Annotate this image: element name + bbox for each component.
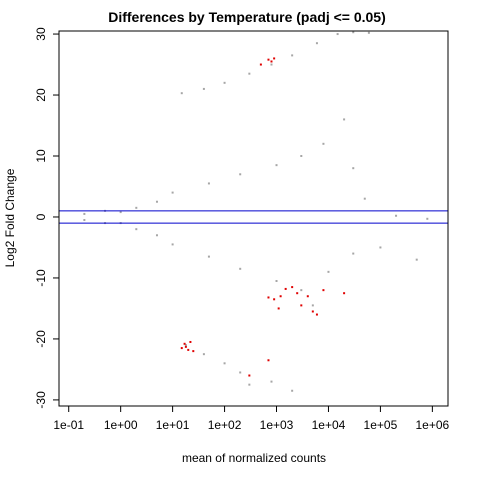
point-gray [202,353,205,356]
chart-title: Differences by Temperature (padj <= 0.05… [108,9,386,25]
plot-frame [58,30,449,407]
point-gray [300,289,303,292]
point-red [248,374,251,377]
x-tick-label: 1e+03 [260,418,294,432]
threshold-lines [59,210,448,224]
y-axis-label: Log2 Fold Change [3,168,17,267]
point-gray [363,197,366,200]
point-gray [395,214,398,217]
point-gray [426,217,429,220]
point-red [183,342,186,345]
point-gray [83,219,86,222]
point-red [267,58,270,61]
point-red [300,304,303,307]
point-gray [367,31,370,34]
point-gray [291,54,294,57]
point-gray [352,167,355,170]
x-tick-label: 1e+00 [104,418,138,432]
point-red [296,292,299,295]
point-gray [270,380,273,383]
point-gray [171,191,174,194]
point-gray [135,228,138,231]
x-axis: 1e-01 1e+00 1e+01 1e+02 1e+03 1e+04 1e+05 1e+06 [53,405,450,432]
point-gray [207,255,210,258]
point-gray [119,211,122,214]
point-gray [352,31,355,34]
point-gray [300,155,303,157]
x-tick-label: 1e-01 [53,418,84,432]
point-red [273,57,276,60]
point-gray [223,362,226,365]
point-red [180,347,183,350]
point-gray [311,304,314,307]
point-red [267,296,270,299]
point-red [343,292,346,295]
point-gray [171,243,174,246]
x-tick-label: 1e+04 [312,418,346,432]
point-gray [275,164,278,167]
point-gray [248,72,251,75]
x-tick-label: 1e+02 [208,418,242,432]
point-red [187,348,190,351]
point-red [192,350,195,353]
point-gray [239,173,242,176]
point-gray [155,234,158,237]
point-gray [327,270,330,273]
point-red [291,286,294,289]
point-gray [83,212,86,215]
x-tick-label: 1e+01 [156,418,190,432]
point-gray [248,383,251,386]
point-red [315,313,318,316]
point-red [284,287,287,290]
point-gray [184,344,187,347]
point-gray [202,87,205,90]
x-axis-label: mean of normalized counts [182,451,326,465]
point-gray [343,118,346,121]
y-tick-label: -20 [34,330,48,348]
points-not-significant [83,31,429,392]
point-gray [155,200,158,203]
point-gray [352,252,355,255]
point-red [277,307,280,310]
point-red [311,310,314,313]
point-red [189,340,192,343]
points-significant [180,57,346,377]
point-red [184,345,187,348]
point-red [306,295,309,298]
point-gray [379,246,382,249]
y-tick-label: 0 [34,213,48,220]
y-tick-label: -10 [34,269,48,287]
y-axis: -30 -20 -10 0 10 20 30 [34,27,60,409]
point-red [279,295,282,298]
y-tick-label: 20 [34,88,48,102]
point-gray [275,280,278,282]
point-gray [239,267,242,270]
point-gray [322,142,325,145]
point-gray [270,63,273,66]
y-tick-label: 10 [34,149,48,163]
point-gray [315,42,318,45]
y-tick-label: -30 [34,391,48,409]
point-gray [291,389,294,392]
point-red [273,298,276,301]
y-tick-label: 30 [34,27,48,41]
point-red [267,359,270,362]
point-gray [336,33,339,36]
point-gray [207,182,210,185]
point-gray [223,81,226,84]
point-gray [180,92,183,95]
point-red [270,60,273,63]
point-gray [415,258,418,261]
x-tick-label: 1e+06 [416,418,450,432]
point-red [322,289,325,292]
point-red [259,63,262,66]
point-gray [239,371,242,374]
point-gray [135,206,138,209]
x-tick-label: 1e+05 [364,418,398,432]
